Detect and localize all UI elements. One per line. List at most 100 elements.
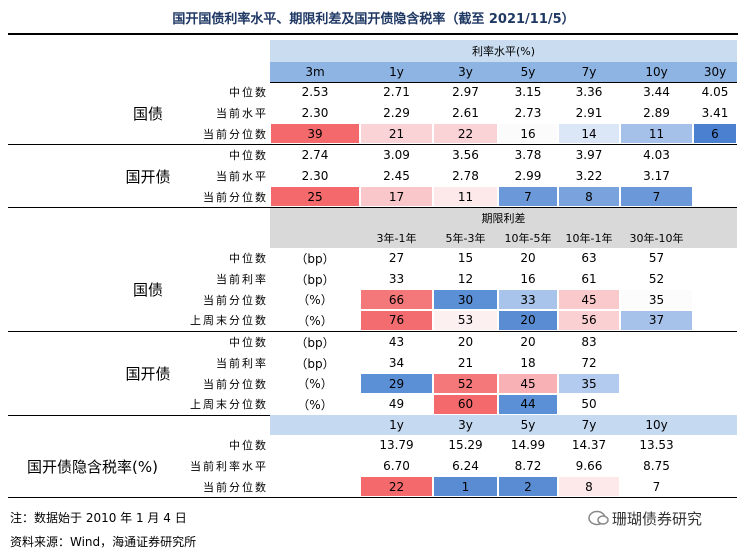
cell: 14.99 [510,438,546,453]
cell: 43 [388,335,405,350]
row-label: 中位数 [229,149,268,163]
unit: （%） [297,293,333,308]
cell: 2.97 [452,85,479,100]
cell: 2.89 [643,106,670,121]
group-label: 国债 [132,280,163,299]
row-label: 当前分位数 [203,480,268,494]
cell: 9.66 [575,459,603,474]
column-header: 3y [458,65,473,79]
row-label: 当前利率 [216,357,268,371]
cell: 8 [559,187,619,207]
rule [8,33,738,35]
row-label: 中位数 [229,252,268,266]
cell: 20 [520,251,536,266]
cell: 17 [361,187,432,207]
column-header: 7y [581,65,597,79]
cell: 2.71 [383,85,410,100]
cell: 15.29 [448,438,483,453]
column-header: 3y [458,418,473,432]
cell: 1 [434,477,497,497]
cell: 16 [499,124,557,144]
cell: 49 [361,395,432,414]
cell: 8 [559,477,619,497]
cell: 8.75 [643,459,670,474]
row-label: 当前分位数 [203,377,268,391]
row-label: 中位数 [229,439,268,453]
cell: 57 [648,251,665,266]
column-header: 1y [389,65,404,79]
cell: 2.74 [301,148,329,163]
unit: （bp） [295,335,335,350]
group-label: 国开债 [125,167,171,186]
row-label: 中位数 [229,336,268,350]
rule [8,330,737,332]
section-header: 期限利差 [481,212,526,225]
cell: 45 [499,374,557,394]
cell: 2.99 [514,169,542,184]
cell: 66 [361,290,432,310]
cell: 6.24 [452,459,479,474]
rule [270,82,737,83]
unit: （%） [297,397,333,412]
unit: （%） [297,377,333,392]
group-label: 国开债 [125,364,171,383]
cell: 50 [559,395,619,414]
cell: 2.53 [301,85,329,100]
cell: 14.37 [571,438,607,453]
cell: 16 [520,272,536,287]
unit: （bp） [295,251,335,266]
cell: 2.61 [452,106,479,121]
cell: 18 [520,356,536,371]
cell: 52 [434,374,497,394]
cell: 13.53 [639,438,674,453]
cell: 7 [499,187,557,207]
cell: 22 [434,124,497,144]
row-label: 当前水平 [216,170,268,184]
cell: 11 [621,124,692,144]
cell: 11 [434,187,497,207]
row-label: 中位数 [229,86,268,100]
cell: 3.44 [643,85,670,100]
group-label: 国开债隐含税率(%) [27,457,158,476]
column-header: 7y [581,418,597,432]
row-label: 上周末分位数 [190,314,268,328]
cell: 3.22 [575,169,603,184]
cell: 3.78 [514,148,542,163]
cell: 2.30 [301,106,329,121]
cell: 4.03 [643,148,670,163]
cell: 21 [361,124,432,144]
cell: 7 [621,187,692,207]
cell: 34 [388,356,405,371]
column-header: 10年-1年 [565,232,613,245]
column-header: 30y [703,65,727,79]
row-label: 当前水平 [216,107,268,121]
cell: 2.78 [452,169,479,184]
cell: 52 [648,272,665,287]
column-header: 5y [520,418,536,432]
cell: 37 [621,311,692,330]
cell: 63 [581,251,597,266]
column-header: 10y [645,65,668,79]
cell: 2.29 [383,106,410,121]
cell: 2.45 [383,169,410,184]
cell: 2 [499,477,557,497]
cell: 44 [499,395,557,414]
cell: 33 [499,290,557,310]
cell: 39 [271,124,359,144]
column-header: 3年-1年 [376,232,417,245]
title: 国开国债利率水平、期限利差及国开债隐含税率（截至 2021/11/5） [172,11,575,27]
row-label: 当前分位数 [203,190,268,204]
cell: 6.70 [383,459,410,474]
cell: 29 [361,374,432,394]
cell: 61 [581,272,597,287]
cell: 30 [434,290,497,310]
row-label: 当前分位数 [203,293,268,307]
watermark: 珊瑚债券研究 [612,509,703,528]
cell: 2.30 [301,169,329,184]
cell: 4.05 [701,85,729,100]
rule [8,207,737,209]
cell: 35 [621,290,692,310]
cell: 22 [361,477,432,497]
cell: 25 [271,187,359,207]
